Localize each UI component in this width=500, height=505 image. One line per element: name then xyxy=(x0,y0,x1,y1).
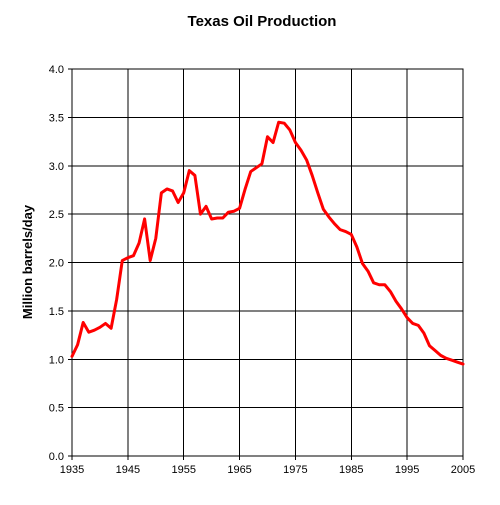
x-tick-label: 2005 xyxy=(451,464,475,476)
x-tick-label: 1985 xyxy=(339,464,363,476)
x-tick-label: 1945 xyxy=(116,464,140,476)
chart-title: Texas Oil Production xyxy=(188,13,337,30)
series-line xyxy=(70,120,465,366)
axes xyxy=(68,68,464,460)
x-tick-label: 1965 xyxy=(227,464,251,476)
y-tick-label: 1.5 xyxy=(49,306,64,318)
y-axis-label: Million barrels/day xyxy=(20,204,35,319)
y-tick-label: 0.5 xyxy=(49,403,64,415)
x-tick-label: 1995 xyxy=(395,464,419,476)
y-tick-label: 3.5 xyxy=(49,112,64,124)
y-tick-label: 4.0 xyxy=(49,64,64,76)
y-tick-label: 0.0 xyxy=(49,451,64,463)
x-tick-label: 1935 xyxy=(60,464,84,476)
series-layer xyxy=(70,120,465,366)
y-tick-label: 2.5 xyxy=(49,209,64,221)
x-tick-label: 1955 xyxy=(171,464,195,476)
y-tick-label: 3.0 xyxy=(49,161,64,173)
tick-labels: 0.0 0.5 1.0 1.5 2.0 2.5 3.0 3.5 4.0 1935 1945 1955 1… xyxy=(49,64,476,476)
grid-lines xyxy=(71,68,464,457)
y-tick-label: 1.0 xyxy=(49,354,64,366)
x-tick-label: 1975 xyxy=(283,464,307,476)
y-tick-label: 2.0 xyxy=(49,258,64,270)
